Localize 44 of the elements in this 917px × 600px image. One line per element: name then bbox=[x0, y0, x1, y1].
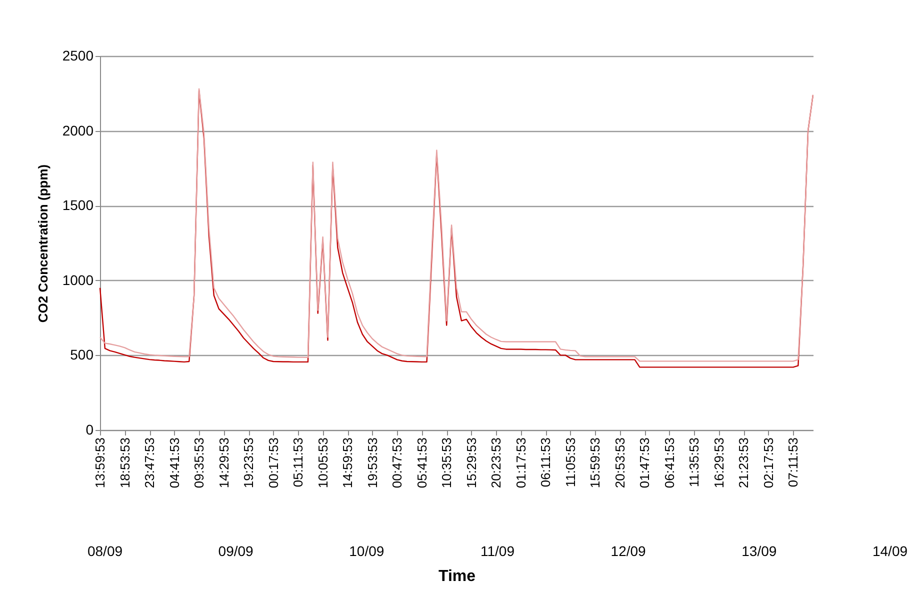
x-tick-label: 14:59:53 bbox=[340, 438, 356, 488]
x-tick-label: 11:35:53 bbox=[686, 438, 702, 488]
x-tick-label: 04:41:53 bbox=[166, 438, 182, 488]
x-tick-label: 01:47:53 bbox=[637, 438, 652, 488]
text: 14/09 bbox=[872, 543, 908, 559]
x-tick-label: 11:05:53 bbox=[562, 438, 578, 488]
x-axis-title: Time bbox=[438, 568, 476, 586]
x-tick-label: 13:59:53 bbox=[92, 438, 108, 488]
text: 12/09 bbox=[610, 543, 646, 559]
x-tick-label: 00:47:53 bbox=[390, 438, 405, 488]
x-tick-label: 15:59:53 bbox=[588, 438, 603, 488]
y-axis-title: CO2 Concentration (ppm) bbox=[35, 164, 50, 323]
text: 11/09 bbox=[480, 543, 514, 559]
x-tick-label: 16:29:53 bbox=[711, 438, 726, 488]
x-tick-label: 19:53:53 bbox=[364, 438, 380, 488]
x-tick-label: 01:17:53 bbox=[513, 438, 528, 488]
x-tick-label: 19:23:53 bbox=[241, 438, 256, 488]
x-tick-label: 21:23:53 bbox=[736, 438, 752, 488]
x-tick-label: 07:11:53 bbox=[786, 438, 801, 488]
x-tick-label: 15:29:53 bbox=[464, 438, 479, 488]
y-tick-label: 2500 bbox=[62, 48, 94, 64]
x-tick-label: 05:11:53 bbox=[290, 438, 306, 488]
y-tick-label: 0 bbox=[86, 422, 94, 438]
text: 10/09 bbox=[349, 543, 384, 559]
x-tick-label: 10:35:53 bbox=[439, 438, 454, 488]
x-tick-label: 00:17:53 bbox=[266, 438, 281, 488]
text: 13/09 bbox=[742, 543, 777, 559]
x-tick-label: 09:35:53 bbox=[192, 438, 207, 488]
x-tick-label: 20:23:53 bbox=[488, 438, 504, 488]
x-tick-label: 06:11:53 bbox=[538, 438, 554, 488]
y-tick-label: 1000 bbox=[62, 272, 94, 288]
y-tick-label: 1500 bbox=[62, 197, 94, 214]
x-tick-label: 05:41:53 bbox=[414, 438, 430, 488]
y-tick-label: 500 bbox=[70, 346, 94, 363]
text: 09/09 bbox=[218, 543, 254, 559]
text: 08/09 bbox=[87, 543, 123, 559]
x-tick-label: 10:05:53 bbox=[315, 438, 330, 488]
x-tick-label: 14:29:53 bbox=[216, 438, 232, 488]
y-tick-label: 2000 bbox=[62, 122, 94, 138]
x-tick-label: 06:41:53 bbox=[662, 438, 677, 488]
x-tick-label: 18:53:53 bbox=[117, 438, 132, 488]
x-tick-label: 23:47:53 bbox=[142, 438, 158, 488]
x-tick-label: 20:53:53 bbox=[612, 438, 628, 488]
x-tick-label: 02:17:53 bbox=[760, 438, 776, 488]
